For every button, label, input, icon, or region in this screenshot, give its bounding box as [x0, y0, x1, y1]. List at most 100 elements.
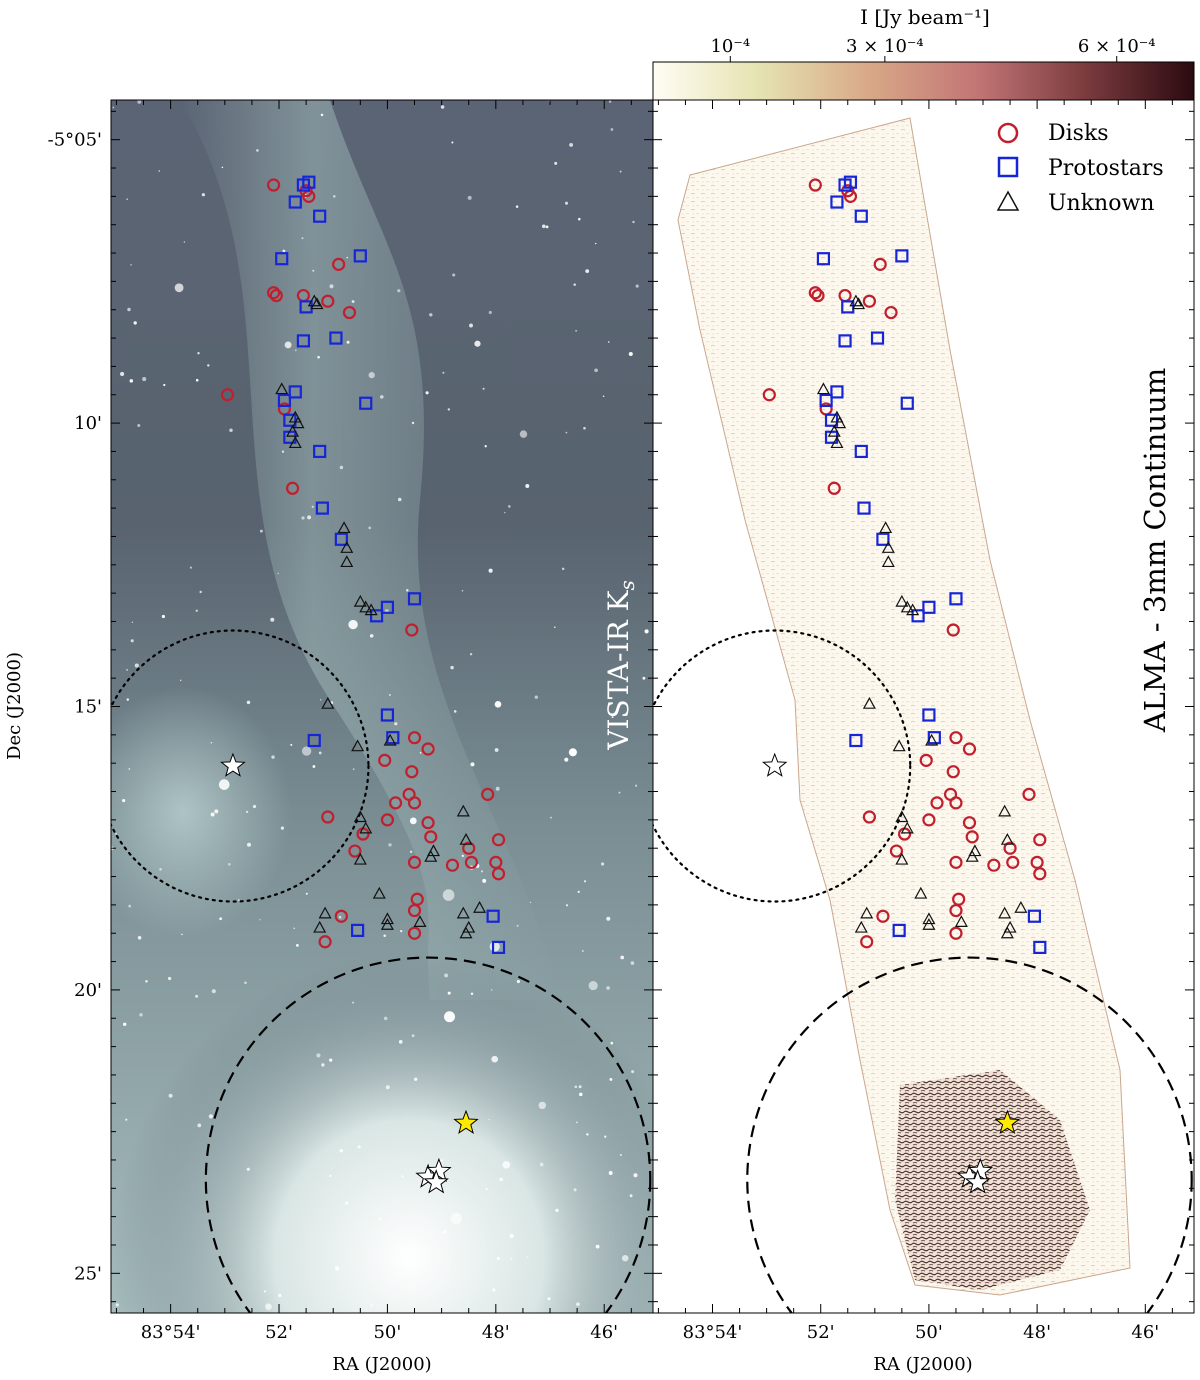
field-star — [610, 1041, 614, 1045]
field-star — [579, 1092, 583, 1097]
field-star — [139, 1013, 143, 1017]
field-star — [502, 1160, 511, 1169]
field-star — [444, 973, 449, 978]
field-star — [480, 870, 484, 873]
y-tick-label: 10' — [74, 413, 102, 434]
field-star — [515, 205, 519, 208]
y-tick-label: 15' — [74, 697, 102, 718]
disk-marker — [949, 731, 963, 745]
field-star — [485, 1188, 488, 1191]
field-star — [450, 665, 454, 670]
field-star — [388, 843, 392, 847]
unknown-marker — [459, 926, 473, 939]
unknown-marker — [892, 739, 906, 752]
protostar-marker — [900, 396, 914, 410]
field-star — [246, 700, 251, 705]
unknown-marker — [321, 696, 335, 709]
field-star — [606, 986, 610, 990]
field-star — [619, 170, 622, 173]
field-star — [576, 1121, 578, 1124]
colorbar-label: I [Jy beam⁻¹] — [860, 5, 990, 29]
field-star — [425, 391, 429, 395]
disk-marker — [762, 388, 776, 402]
unknown-marker — [827, 424, 841, 437]
field-star — [277, 572, 279, 575]
field-star — [174, 283, 184, 293]
disk-marker — [407, 903, 422, 918]
field-star — [635, 784, 638, 787]
disk-marker — [220, 388, 235, 402]
field-star — [499, 1177, 503, 1182]
field-star — [444, 1011, 455, 1023]
field-star — [348, 619, 358, 630]
disk-marker — [462, 841, 476, 855]
x-tick-label: 46' — [1131, 1322, 1159, 1343]
unknown-marker — [353, 852, 367, 865]
field-star — [244, 981, 247, 984]
field-star — [606, 916, 611, 921]
unknown-marker — [922, 912, 936, 925]
field-star — [621, 1254, 629, 1262]
field-star — [469, 323, 473, 328]
disk-marker — [481, 787, 495, 801]
field-star — [301, 746, 312, 756]
disk-marker — [269, 288, 283, 303]
disk-marker — [491, 867, 506, 881]
field-star — [608, 1171, 613, 1175]
disk-marker — [407, 731, 422, 745]
unknown-marker — [337, 521, 351, 534]
field-star — [380, 395, 384, 399]
field-star — [539, 1162, 544, 1167]
field-star — [516, 979, 521, 984]
field-star — [633, 1173, 638, 1178]
protostar-marker — [380, 600, 395, 614]
field-star — [397, 497, 402, 502]
unknown-marker — [1000, 926, 1014, 939]
field-star — [339, 1149, 344, 1153]
field-star — [467, 195, 472, 200]
protostar-marker — [830, 385, 844, 399]
field-star — [482, 387, 485, 390]
field-star — [482, 878, 487, 883]
field-star — [312, 269, 315, 272]
dashed-region-circle — [746, 956, 1193, 1313]
field-star — [207, 364, 210, 367]
field-star — [406, 589, 409, 592]
disk-marker — [318, 935, 332, 949]
protostar-marker — [1027, 909, 1042, 923]
field-star — [611, 716, 614, 719]
disk-marker — [862, 810, 877, 824]
field-star — [214, 809, 219, 814]
disk-marker — [445, 858, 460, 872]
field-star — [582, 950, 584, 952]
field-star — [237, 899, 240, 901]
field-star — [494, 748, 499, 752]
unknown-marker — [353, 594, 367, 607]
field-star — [397, 289, 401, 293]
field-star — [565, 904, 569, 907]
field-star — [264, 1290, 267, 1293]
field-star — [282, 249, 286, 253]
field-star — [419, 751, 422, 754]
field-star — [159, 867, 162, 871]
unknown-marker — [879, 521, 893, 534]
x-tick-label: 48' — [482, 1322, 510, 1343]
disk-marker — [949, 855, 963, 869]
protostar-marker — [870, 331, 885, 345]
field-star — [472, 1288, 474, 1291]
field-star — [411, 421, 415, 425]
protostar-marker — [288, 385, 302, 399]
field-star — [488, 310, 492, 315]
field-star — [137, 935, 142, 940]
field-star — [351, 300, 355, 303]
field-star — [488, 568, 493, 573]
field-star — [447, 408, 450, 411]
disk-marker — [348, 844, 362, 858]
disk-marker — [332, 257, 346, 271]
y-tick-label: -5°05' — [48, 130, 102, 151]
field-star — [504, 511, 506, 514]
field-star — [394, 722, 398, 726]
dotted-region-circle — [653, 629, 912, 903]
unknown-marker — [922, 917, 936, 930]
disk-marker — [876, 909, 890, 923]
